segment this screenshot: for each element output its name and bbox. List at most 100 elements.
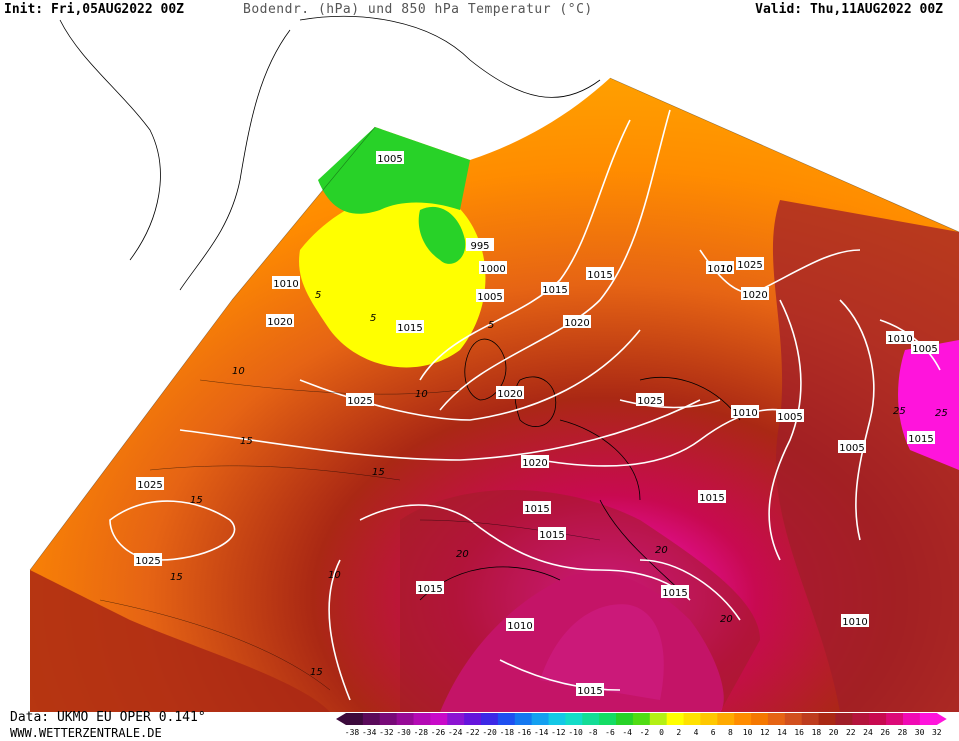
east-warm-area: [772, 200, 959, 712]
isotherm-label: 25: [893, 406, 906, 417]
legend-arrow-right: [936, 713, 947, 725]
isobar-label-bg: [136, 477, 164, 490]
legend-tick-label: 30: [914, 728, 925, 737]
legend-swatch: [379, 713, 398, 725]
isobar-label: 1020: [564, 318, 589, 329]
legend-tick-label: -22: [465, 728, 480, 737]
isobar-label-bg: [466, 238, 494, 251]
europe-warm-area: [400, 490, 760, 712]
isotherm-label: 25: [935, 408, 948, 419]
isobar-label: 1015: [417, 584, 442, 595]
legend-swatch: [497, 713, 516, 725]
isobar-label: 1025: [637, 396, 662, 407]
isobar-label-bg: [841, 614, 869, 627]
isobar-label: 1015: [577, 686, 602, 697]
legend-swatch: [599, 713, 617, 725]
isobar-label: 1010: [842, 617, 867, 628]
isobar-label: 1015: [542, 285, 567, 296]
legend-swatch: [649, 713, 668, 725]
isotherm-label: 15: [310, 667, 323, 678]
data-source: Data: UKMO EU OPER 0.141°: [10, 710, 206, 725]
isobar-label-bg: [346, 393, 374, 406]
valid-time: Valid: Thu,11AUG2022 00Z: [755, 2, 943, 17]
legend-swatch: [481, 713, 499, 725]
legend-tick-label: -26: [430, 728, 446, 737]
isobar-label-bg: [541, 282, 569, 295]
site-url[interactable]: WWW.WETTERZENTRALE.DE: [10, 726, 162, 740]
isobar-label-bg: [911, 341, 939, 354]
isobar-label: 1015: [397, 323, 422, 334]
legend-tick-label: 18: [811, 728, 822, 737]
legend-tick-label: 22: [845, 728, 856, 737]
isotherm-label: 20: [720, 614, 733, 625]
isobar-label: 1025: [737, 260, 762, 271]
legend-tick-label: -2: [639, 728, 650, 737]
color-scale-legend: [336, 713, 947, 725]
isobar-label: 1010: [273, 279, 298, 290]
isobar-label: 995: [470, 241, 489, 252]
isotherms: [99, 379, 601, 691]
legend-tick-label: -4: [622, 728, 633, 737]
isobar-label: 1015: [539, 530, 564, 541]
isobar-label: 1015: [524, 504, 549, 515]
isotherm-label: 20: [655, 545, 668, 556]
init-time: Init: Fri,05AUG2022 00Z: [4, 2, 185, 17]
isobar-label: 1005: [777, 412, 802, 423]
cold-pool-green-2: [418, 206, 466, 264]
isobar-label-bg: [698, 490, 726, 503]
legend-tick-label: 4: [693, 728, 699, 737]
isotherm-label: 15: [372, 467, 385, 478]
isotherm-label: 20: [456, 549, 469, 560]
isobar-label: 1025: [137, 480, 162, 491]
legend-tick-label: -12: [551, 728, 566, 737]
isobar-label-bg: [907, 431, 935, 444]
isobar-label: 1020: [522, 458, 547, 469]
legend-tick-label: -30: [396, 728, 411, 737]
isobar-label: 1005: [839, 443, 864, 454]
isobar-label-bg: [886, 331, 914, 344]
isobar-label: 1020: [267, 317, 292, 328]
isobar-label: 1020: [497, 389, 522, 400]
isotherm-label: 5: [488, 320, 494, 331]
isotherm-label: 15: [190, 495, 203, 506]
legend-swatch: [430, 713, 448, 725]
isobar-label-bg: [376, 151, 404, 164]
legend-swatch: [818, 713, 836, 725]
isobar-label-bg: [416, 581, 444, 594]
isobar-label-bg: [661, 585, 689, 598]
legend-tick-label: 2: [676, 728, 682, 737]
legend-tick-label: -38: [344, 728, 360, 737]
isobar-label-bg: [636, 393, 664, 406]
isotherm-label: 10: [328, 570, 341, 581]
isobar-label: 1025: [347, 396, 372, 407]
legend-tick-label: 16: [794, 728, 805, 737]
legend-swatch: [346, 713, 364, 725]
legend-tick-label: 12: [759, 728, 770, 737]
isobar-label-bg: [272, 276, 300, 289]
isobar-label-bg: [776, 409, 804, 422]
legend-swatch: [886, 713, 904, 725]
color-scale-ticks: -38 -34 -32 -30 -28 -26 -24 -22 -20 -18 -16 -14 -12-…: [336, 728, 948, 740]
isobar-label-bg: [838, 440, 866, 453]
legend-swatch: [616, 713, 634, 725]
isobar-label: 1005: [377, 154, 402, 165]
legend-swatch: [531, 713, 550, 725]
isobar-label-bg: [706, 261, 734, 274]
legend-swatch: [902, 713, 921, 725]
isobar-label: 1005: [912, 344, 937, 355]
legend-tick-label: 32: [931, 728, 942, 737]
legend-swatch: [413, 713, 431, 725]
legend-swatch: [734, 713, 752, 725]
legend-swatch: [784, 713, 803, 725]
isobar-label: 1010: [732, 408, 757, 419]
isobar-label: 1015: [699, 493, 724, 504]
isobar-label-bg: [586, 267, 614, 280]
legend-swatch: [751, 713, 769, 725]
isobar-label: 1010: [707, 264, 732, 275]
legend-tick-label: 10: [742, 728, 753, 737]
legend-tick-label: 20: [828, 728, 839, 737]
legend-swatch: [835, 713, 853, 725]
legend-swatch: [565, 713, 583, 725]
